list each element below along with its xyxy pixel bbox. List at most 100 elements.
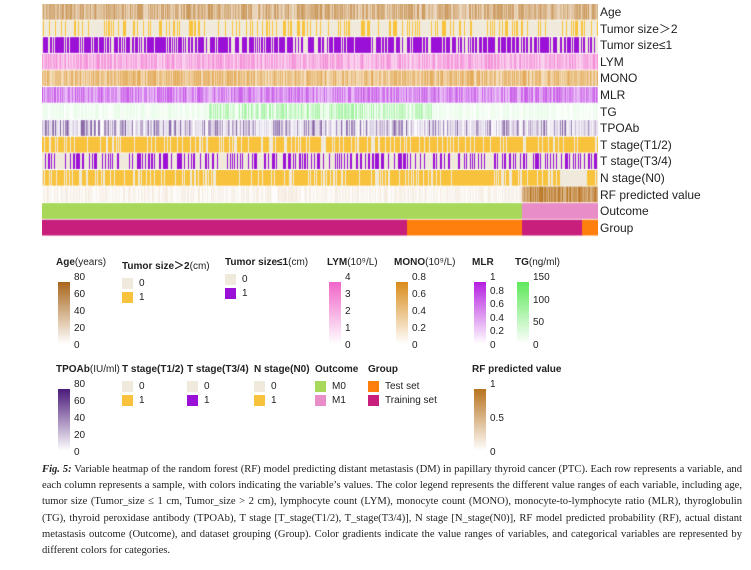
color-swatch bbox=[122, 381, 133, 392]
color-swatch bbox=[315, 381, 326, 392]
legend-item-label: Training set bbox=[385, 395, 437, 406]
row-label: MLR bbox=[600, 88, 626, 102]
tick-label: 20 bbox=[74, 323, 86, 334]
legend-mono: MONO(10⁹/L) 0.8 0.6 0.4 0.2 0 bbox=[394, 257, 456, 351]
legend-title-text: N stage(N0) bbox=[254, 364, 310, 375]
legend-item-label: 0 bbox=[139, 381, 145, 392]
tick-label: 1 bbox=[490, 379, 496, 390]
tick-label: 0.2 bbox=[490, 326, 504, 338]
tick-label: 150 bbox=[533, 272, 550, 283]
color-swatch bbox=[225, 274, 236, 285]
tick-label: 4 bbox=[345, 272, 351, 283]
legend-item-label: 1 bbox=[139, 395, 145, 406]
legend-title: TG(ng/ml) bbox=[515, 257, 560, 268]
legend-unit: (IU/ml) bbox=[89, 364, 120, 375]
legend-tpoab: TPOAb(IU/ml) 80 60 40 20 0 bbox=[56, 364, 120, 458]
row-label: Age bbox=[600, 5, 622, 19]
legend-rf-predicted-value: RF predicted value 1 0.5 0 bbox=[472, 364, 561, 458]
legend-unit: (10⁹/L) bbox=[347, 257, 378, 268]
tick-label: 50 bbox=[533, 317, 545, 329]
color-swatch bbox=[254, 381, 265, 392]
legend-tumor-size-1: Tumor size≤1(cm) 0 1 bbox=[225, 257, 308, 299]
legend-lym: LYM(10⁹/L) 4 3 2 1 0 bbox=[327, 257, 378, 351]
legend-title: Tumor size≤1(cm) bbox=[225, 257, 308, 268]
legend-title-text: MONO bbox=[394, 257, 426, 268]
legend-mlr: MLR 1 0.8 0.6 0.4 0.2 0 bbox=[472, 257, 504, 351]
legend-tg: TG(ng/ml) 150 100 50 0 bbox=[515, 257, 560, 351]
row-label: T stage(T3/4) bbox=[600, 154, 672, 169]
legend-title-text: Age bbox=[56, 257, 75, 268]
legend-outcome: Outcome M0 M1 bbox=[315, 364, 358, 406]
legend-item-label: 1 bbox=[271, 395, 277, 406]
color-swatch bbox=[187, 381, 198, 392]
legend-unit: (years) bbox=[74, 257, 107, 268]
tick-label: 0.4 bbox=[490, 312, 504, 324]
color-gradient-bar bbox=[474, 389, 486, 451]
tick-label: 3 bbox=[345, 289, 351, 300]
tick-label: 0.8 bbox=[490, 285, 504, 297]
tick-label: 1 bbox=[345, 323, 351, 334]
legend-item: 1 bbox=[122, 292, 210, 303]
color-swatch bbox=[315, 395, 326, 406]
color-swatch bbox=[122, 292, 133, 303]
legend-item: 0 bbox=[225, 274, 308, 285]
tick-label: 0.2 bbox=[412, 323, 426, 334]
color-gradient-bar bbox=[58, 282, 70, 344]
tick-label: 0 bbox=[412, 340, 418, 351]
row-label: TG bbox=[600, 104, 617, 119]
color-swatch bbox=[254, 395, 265, 406]
row-label: N stage(N0) bbox=[600, 171, 665, 185]
legend-n-stage-n0-: N stage(N0) 0 1 bbox=[254, 364, 310, 406]
legend-item: 0 bbox=[122, 278, 210, 289]
legend-item-label: 0 bbox=[271, 381, 277, 392]
legend-item: Training set bbox=[368, 395, 437, 406]
color-gradient-bar bbox=[329, 282, 341, 344]
legend-item: 0 bbox=[187, 381, 249, 392]
legend-item: Test set bbox=[368, 381, 437, 392]
tick-label: 2 bbox=[345, 306, 351, 317]
legend-item-label: 1 bbox=[139, 292, 145, 303]
legend-title-text: Tumor size≤1 bbox=[225, 257, 289, 268]
legend-title: TPOAb(IU/ml) bbox=[56, 364, 120, 375]
row-label: TPOAb bbox=[600, 121, 640, 136]
tick-label: 80 bbox=[74, 272, 86, 283]
color-swatch bbox=[122, 395, 133, 406]
tick-label: 0.6 bbox=[412, 289, 426, 300]
color-swatch bbox=[225, 288, 236, 299]
legend-title: RF predicted value bbox=[472, 364, 561, 375]
tick-label: 0 bbox=[490, 447, 496, 458]
legend-title: N stage(N0) bbox=[254, 364, 310, 375]
legend-title: Tumor size＞2(cm) bbox=[122, 257, 210, 272]
color-gradient-bar bbox=[517, 282, 529, 344]
legend-group: Group Test set Training set bbox=[368, 364, 437, 406]
row-label: T stage(T1/2) bbox=[600, 137, 672, 152]
legend-item-label: 0 bbox=[139, 278, 145, 289]
legend-item-label: 0 bbox=[242, 274, 248, 285]
row-label: RF predicted value bbox=[600, 187, 701, 202]
legend-title-text: MLR bbox=[472, 257, 494, 268]
tick-label: 1 bbox=[490, 272, 496, 283]
legend-age: Age(years) 80 60 40 20 0 bbox=[56, 257, 107, 351]
legend-title-text: TPOAb bbox=[56, 364, 90, 375]
color-gradient-bar bbox=[474, 282, 486, 344]
legend-item: 0 bbox=[122, 381, 184, 392]
legend-t-stage-t1-2-: T stage(T1/2) 0 1 bbox=[122, 364, 184, 406]
legend-title: MLR bbox=[472, 257, 494, 268]
legend-unit: (ng/ml) bbox=[528, 257, 561, 268]
color-swatch bbox=[187, 395, 198, 406]
legend-item-label: 0 bbox=[204, 381, 210, 392]
legend-item-label: Test set bbox=[385, 381, 420, 392]
row-label: MONO bbox=[600, 71, 638, 86]
tick-label: 0 bbox=[345, 340, 351, 351]
legend-item-label: 1 bbox=[242, 288, 248, 299]
legend-title-text: TG bbox=[515, 257, 529, 268]
tick-label: 0.8 bbox=[412, 272, 426, 283]
tick-label: 80 bbox=[74, 379, 86, 390]
color-gradient-bar bbox=[396, 282, 408, 344]
legend-item: 1 bbox=[254, 395, 310, 406]
legend-item: M0 bbox=[315, 381, 358, 392]
legend-title: T stage(T3/4) bbox=[187, 364, 249, 375]
color-gradient-bar bbox=[58, 389, 70, 451]
row-label: Tumor size≤1 bbox=[600, 38, 673, 53]
caption-text: Variable heatmap of the random forest (R… bbox=[42, 464, 742, 557]
